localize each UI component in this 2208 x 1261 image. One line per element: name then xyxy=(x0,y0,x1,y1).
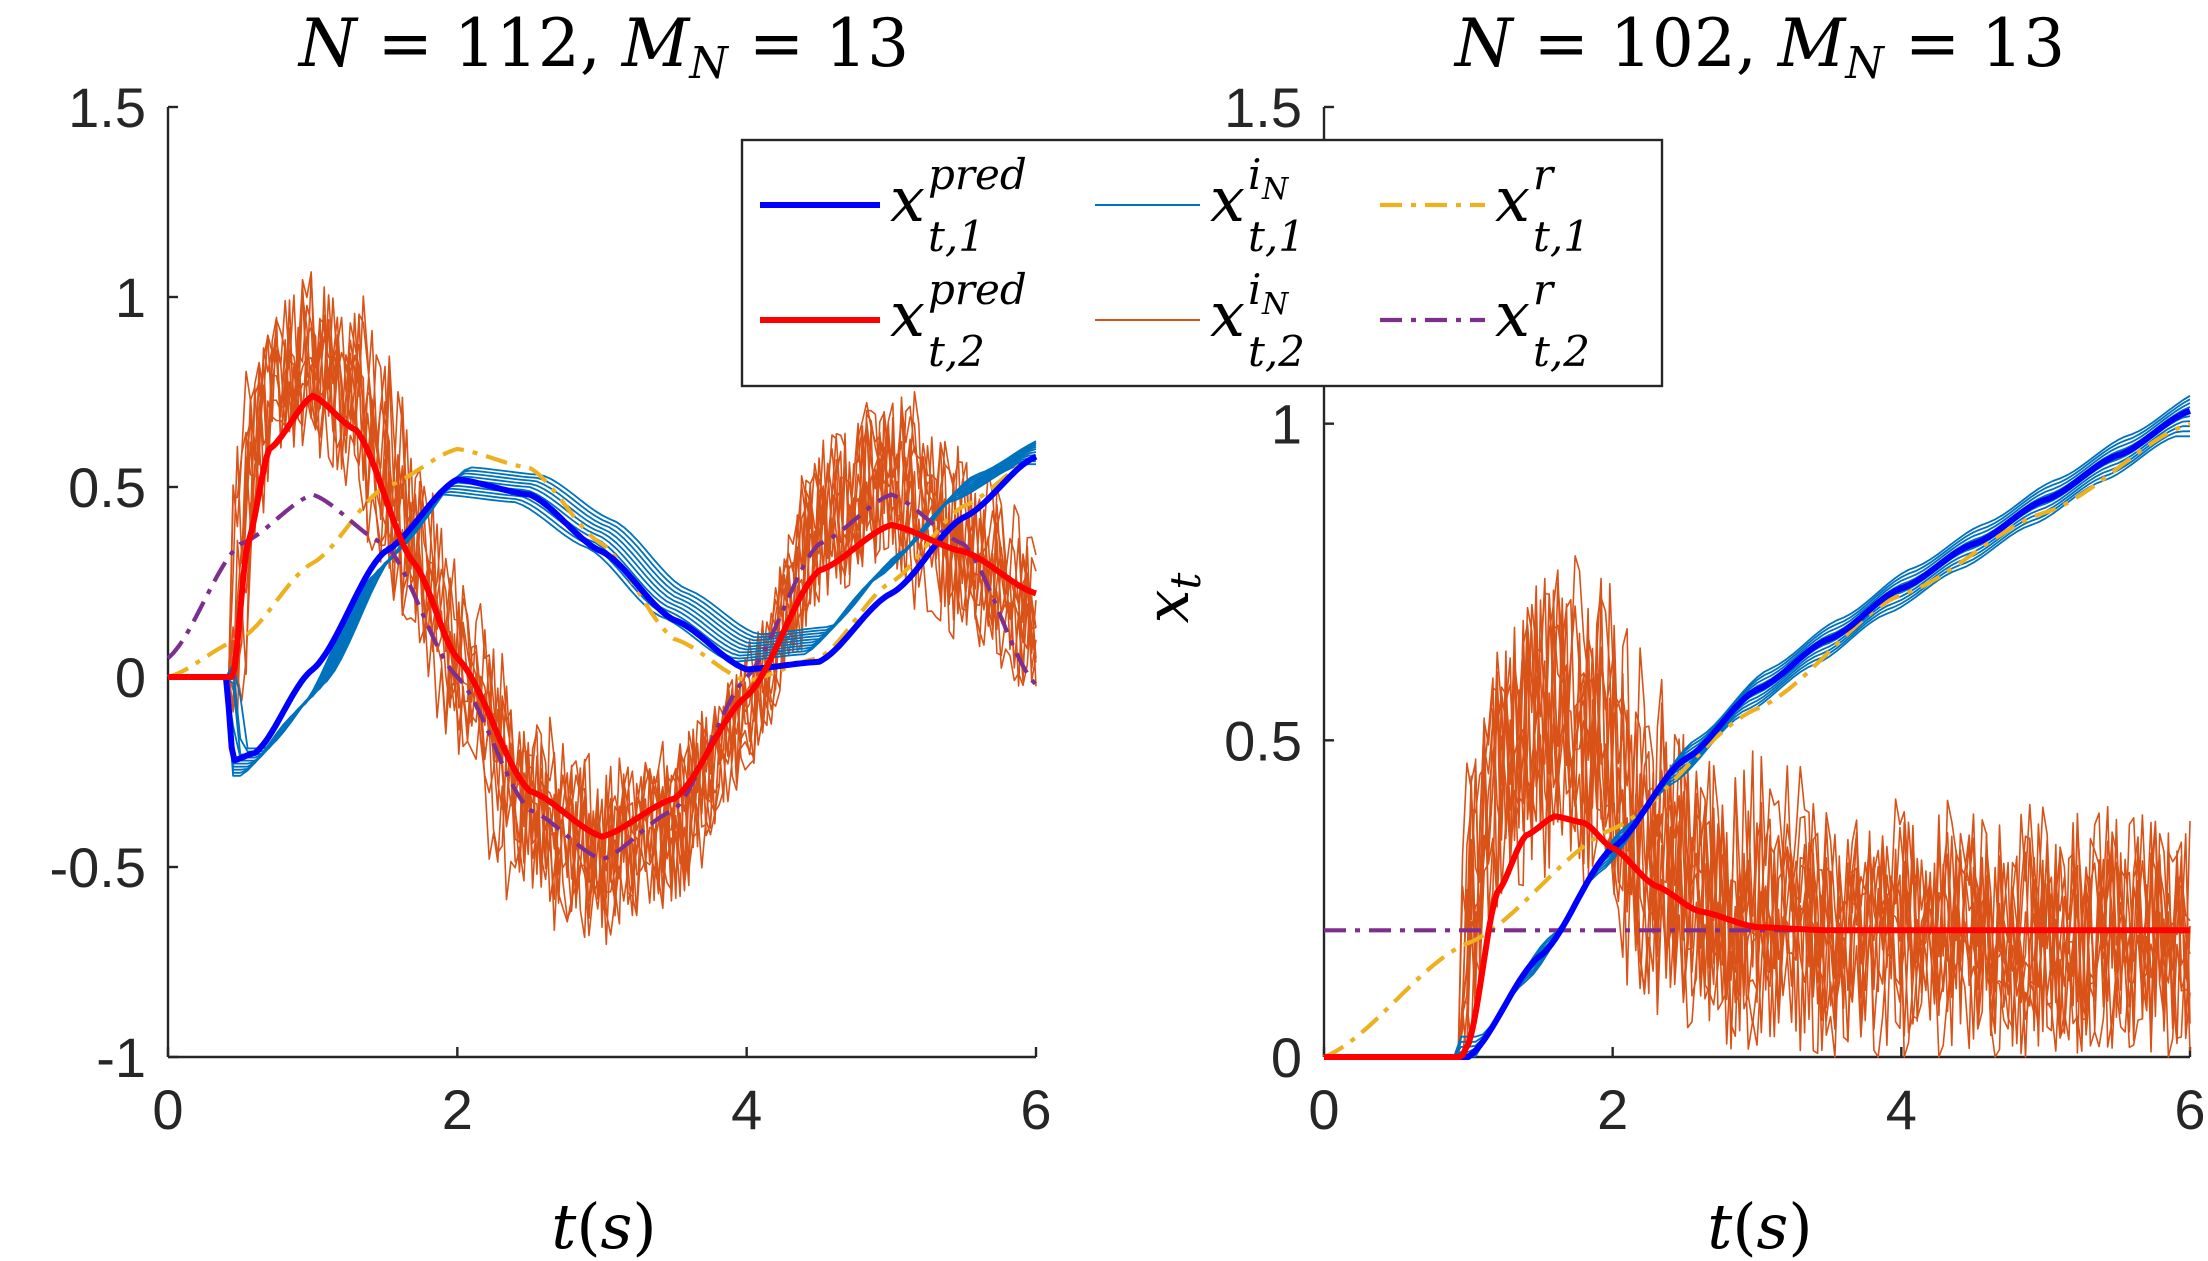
left-y-tick-label: -0.5 xyxy=(50,836,147,899)
right-y-axis-label: xt xyxy=(1133,573,1210,624)
left-series-4-line xyxy=(168,271,1037,893)
legend-label-sup: r xyxy=(1533,265,1556,314)
legend-label-base: x xyxy=(890,163,925,236)
legend-label-sup: i xyxy=(1248,265,1261,314)
left-series-2-line xyxy=(167,392,1037,840)
right-y-tick-label: 0.5 xyxy=(1224,709,1302,772)
legend-label-sub: t,1 xyxy=(928,212,985,261)
legend-box xyxy=(740,138,1664,388)
left-chart-title: N = 112, MN = 13 xyxy=(297,5,909,89)
right-x-tick-label: 0 xyxy=(1308,1078,1339,1141)
right-x-tick-label: 2 xyxy=(1597,1078,1628,1141)
legend-label-sub: t,2 xyxy=(928,327,985,376)
right-series-5-line xyxy=(1323,421,2191,1059)
legend-label-supsub: N xyxy=(1261,172,1290,207)
left-series-5-line xyxy=(167,446,1037,683)
legend-label-sub: t,2 xyxy=(1248,327,1305,376)
right-y-tick-label: 1 xyxy=(1271,393,1302,456)
left-plot: 0 2 4 6 -1 -0.5 0 0.5 1 1.5 xyxy=(50,76,1052,1141)
legend-label-base: x xyxy=(1495,278,1530,351)
right-x-tick-label: 4 xyxy=(1886,1078,1917,1141)
left-y-tick-label: -1 xyxy=(96,1026,146,1089)
right-plot: 0 2 4 6 0 0.5 1 1.5 xyxy=(1224,76,2205,1141)
legend-entry-2: x i Nt,1 xyxy=(1095,150,1305,261)
left-series-3-line xyxy=(168,442,1037,753)
left-y-tick-label: 0.5 xyxy=(68,456,146,519)
right-series-4-line xyxy=(1324,569,2191,1058)
right-series-4-line xyxy=(1324,555,2191,1058)
legend-entry-6: x r t,2 xyxy=(1380,265,1590,376)
left-x-axis-label: t(s) xyxy=(551,1190,656,1261)
legend-label-supsub: N xyxy=(1261,287,1290,322)
legend-entry-5: x i Nt,2 xyxy=(1095,265,1305,376)
legend-entry-4: x pred t,2 xyxy=(760,265,1027,376)
left-series-6-line xyxy=(166,492,1038,862)
legend-label-sup: pred xyxy=(928,150,1027,199)
left-series-1-line xyxy=(167,453,1038,764)
left-x-tick-label: 2 xyxy=(442,1078,473,1141)
right-y-tick-label: 0 xyxy=(1271,1026,1302,1089)
left-x-tick-label: 6 xyxy=(1020,1078,1051,1141)
left-series-3-line xyxy=(168,440,1037,750)
legend-label-base: x xyxy=(890,278,925,351)
legend-label-base: x xyxy=(1210,278,1245,351)
left-x-tick-label: 0 xyxy=(152,1078,183,1141)
left-y-tick-label: 0 xyxy=(115,646,146,709)
left-series-3-line xyxy=(168,457,1036,771)
legend-label-sub: t,1 xyxy=(1248,212,1305,261)
legend-label-sub: t,1 xyxy=(1533,212,1590,261)
right-series-4-bundle xyxy=(1324,555,2191,1058)
right-x-tick-label: 6 xyxy=(2174,1078,2205,1141)
legend-label-sub: t,2 xyxy=(1533,327,1590,376)
right-series-2-line xyxy=(1323,813,2191,1060)
legend-label-sup: pred xyxy=(928,265,1027,314)
left-series-3-line xyxy=(168,448,1037,762)
legend-entry-3: x r t,1 xyxy=(1380,150,1590,261)
left-y-tick-label: 1.5 xyxy=(68,76,146,139)
legend-label-sup: i xyxy=(1248,150,1261,199)
right-series-1-line xyxy=(1323,408,2191,1060)
right-x-axis-label: t(s) xyxy=(1707,1190,1812,1261)
right-chart-title: N = 102, MN = 13 xyxy=(1453,5,2065,89)
left-series-3-line xyxy=(168,463,1036,777)
left-series-3-line xyxy=(168,460,1036,774)
legend-entry-1: x pred t,1 xyxy=(760,150,1027,261)
right-y-tick-label: 1.5 xyxy=(1224,76,1302,139)
right-series-3-line xyxy=(1324,406,2191,1058)
legend-label-base: x xyxy=(1495,163,1530,236)
left-y-tick-label: 1 xyxy=(115,266,146,329)
left-x-tick-label: 4 xyxy=(731,1078,762,1141)
legend-label-base: x xyxy=(1210,163,1245,236)
legend-label-sup: r xyxy=(1533,150,1556,199)
